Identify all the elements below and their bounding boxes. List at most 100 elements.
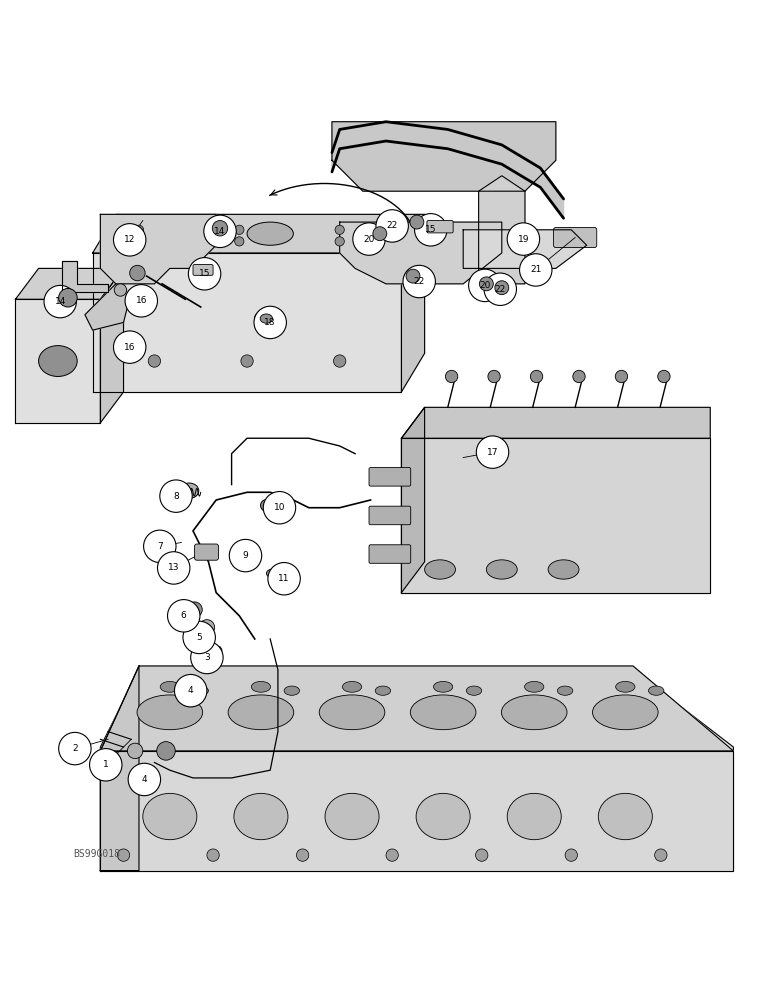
Ellipse shape — [143, 793, 197, 840]
FancyBboxPatch shape — [427, 221, 453, 233]
Circle shape — [479, 277, 493, 291]
Text: 20: 20 — [479, 281, 490, 290]
Circle shape — [212, 221, 228, 236]
Text: 16: 16 — [124, 343, 135, 352]
Text: 22: 22 — [414, 277, 425, 286]
Text: 16: 16 — [136, 296, 147, 305]
Text: 15: 15 — [199, 269, 210, 278]
Text: 6: 6 — [181, 611, 187, 620]
Circle shape — [386, 849, 398, 861]
Polygon shape — [93, 214, 425, 253]
Text: 15: 15 — [425, 225, 436, 234]
Circle shape — [334, 355, 346, 367]
Ellipse shape — [260, 314, 273, 323]
Polygon shape — [479, 176, 525, 284]
Ellipse shape — [160, 681, 179, 692]
Ellipse shape — [410, 695, 476, 730]
Ellipse shape — [486, 560, 517, 579]
Ellipse shape — [592, 695, 658, 730]
Text: 11: 11 — [279, 574, 290, 583]
Ellipse shape — [260, 500, 272, 511]
Circle shape — [229, 539, 262, 572]
Polygon shape — [15, 299, 100, 423]
Polygon shape — [401, 407, 425, 593]
Text: BS99G018: BS99G018 — [73, 849, 120, 859]
Circle shape — [476, 436, 509, 468]
Text: 13: 13 — [168, 563, 179, 572]
Circle shape — [204, 215, 236, 248]
Ellipse shape — [507, 793, 561, 840]
Circle shape — [235, 225, 244, 234]
Circle shape — [658, 370, 670, 383]
Circle shape — [495, 281, 509, 295]
Polygon shape — [100, 268, 124, 423]
Circle shape — [187, 602, 202, 617]
Ellipse shape — [179, 483, 198, 498]
Ellipse shape — [266, 569, 282, 578]
Ellipse shape — [433, 681, 452, 692]
Polygon shape — [463, 230, 587, 268]
Ellipse shape — [39, 346, 77, 376]
Circle shape — [296, 849, 309, 861]
Text: 14: 14 — [215, 227, 225, 236]
Circle shape — [125, 285, 157, 317]
Polygon shape — [100, 666, 139, 871]
FancyBboxPatch shape — [369, 468, 411, 486]
Circle shape — [254, 306, 286, 339]
Text: 20: 20 — [364, 235, 374, 244]
Text: 17: 17 — [487, 448, 498, 457]
Circle shape — [113, 331, 146, 363]
Circle shape — [127, 743, 143, 759]
Circle shape — [335, 237, 344, 246]
Circle shape — [488, 370, 500, 383]
Circle shape — [128, 763, 161, 796]
Ellipse shape — [416, 793, 470, 840]
FancyBboxPatch shape — [369, 545, 411, 563]
Circle shape — [615, 370, 628, 383]
FancyBboxPatch shape — [369, 506, 411, 525]
Circle shape — [188, 258, 221, 290]
Ellipse shape — [193, 686, 208, 695]
Polygon shape — [401, 214, 425, 392]
Circle shape — [191, 641, 223, 674]
Circle shape — [207, 849, 219, 861]
Ellipse shape — [319, 695, 384, 730]
Text: 7: 7 — [157, 542, 163, 551]
Text: 3: 3 — [204, 653, 210, 662]
Polygon shape — [100, 214, 216, 284]
Ellipse shape — [598, 793, 652, 840]
Ellipse shape — [325, 793, 379, 840]
Polygon shape — [100, 666, 733, 751]
Circle shape — [263, 492, 296, 524]
Polygon shape — [332, 122, 564, 218]
Circle shape — [117, 849, 130, 861]
Text: 4: 4 — [188, 686, 194, 695]
Circle shape — [130, 265, 145, 281]
Text: 22: 22 — [495, 285, 506, 294]
Text: 19: 19 — [518, 235, 529, 244]
Ellipse shape — [466, 686, 482, 695]
Ellipse shape — [525, 681, 543, 692]
Polygon shape — [93, 253, 401, 392]
Ellipse shape — [548, 560, 579, 579]
Circle shape — [174, 674, 207, 707]
Ellipse shape — [615, 681, 635, 692]
Circle shape — [484, 273, 516, 305]
Circle shape — [183, 621, 215, 654]
Polygon shape — [62, 261, 108, 292]
Circle shape — [157, 552, 190, 584]
Ellipse shape — [516, 232, 534, 243]
Circle shape — [114, 284, 127, 296]
Text: 9: 9 — [242, 551, 249, 560]
Polygon shape — [85, 284, 131, 330]
Circle shape — [476, 849, 488, 861]
FancyBboxPatch shape — [193, 265, 213, 275]
Circle shape — [573, 370, 585, 383]
Polygon shape — [100, 751, 733, 871]
Ellipse shape — [342, 681, 361, 692]
Circle shape — [520, 254, 552, 286]
Ellipse shape — [247, 222, 293, 245]
Circle shape — [134, 237, 144, 246]
Text: 1: 1 — [103, 760, 109, 769]
Circle shape — [335, 225, 344, 234]
